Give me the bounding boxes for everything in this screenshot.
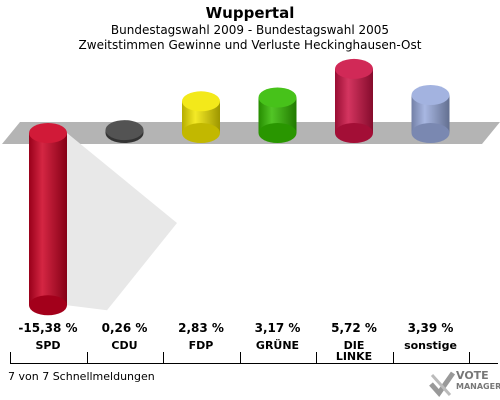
bar-cdu [105,120,144,143]
value-label: 0,26 % [101,321,148,335]
x-axis-tick [316,352,317,364]
bar-bottom-cap [335,123,373,143]
x-axis-tick [86,352,88,364]
vote-manager-logo: VOTE MANAGER [428,367,500,400]
bar-top-cap [182,91,220,112]
bar-shadow [67,133,177,311]
value-label: 5,72 % [331,321,377,335]
x-axis-line [10,363,498,364]
chart-title: Wuppertal [205,4,295,22]
x-axis-tick [10,352,11,364]
category-label: SPD [35,339,61,352]
category-label: CDU [111,339,138,352]
bar-top-cap [411,85,450,106]
bar-fdp [182,91,220,143]
bar-die-linke [335,58,373,143]
category-label: DIE LINKE [335,339,373,363]
bar-bottom-cap [182,123,220,143]
x-axis [10,352,498,364]
x-axis-tick [163,352,164,364]
bar-grüne [258,87,297,143]
x-axis-tick [239,352,241,364]
bar-bottom-cap [411,123,450,143]
value-label: 3,17 % [254,321,301,335]
bar-body [335,68,373,133]
value-label: -15,38 % [18,321,78,335]
bar-sonstige [411,85,450,143]
footer-status: 7 von 7 Schnellmeldungen [8,370,155,383]
value-label: 3,39 % [407,321,454,335]
x-axis-tick [392,352,394,364]
bar-bottom-cap [29,295,67,316]
chart-subtitle-2: Zweitstimmen Gewinne und Verluste Heckin… [78,38,422,52]
category-label: FDP [188,339,214,352]
bar-top-cap [335,58,373,79]
logo-check-icon [429,371,456,398]
bar-top-cap [258,87,297,108]
category-label: GRÜNE [255,339,300,352]
value-label: 2,83 % [178,321,224,335]
logo-text-1: VOTE [456,369,489,382]
bar-top-cap [105,120,144,141]
bar-top-cap [29,123,67,143]
x-axis-tick [468,352,470,364]
category-label: sonstige [404,339,457,352]
logo-text-2: MANAGER [456,382,500,391]
bar-spd [29,123,177,316]
chart-subtitle-1: Bundestagswahl 2009 - Bundestagswahl 200… [110,23,390,37]
bar-body [29,133,67,306]
bar-bottom-cap [258,123,297,143]
